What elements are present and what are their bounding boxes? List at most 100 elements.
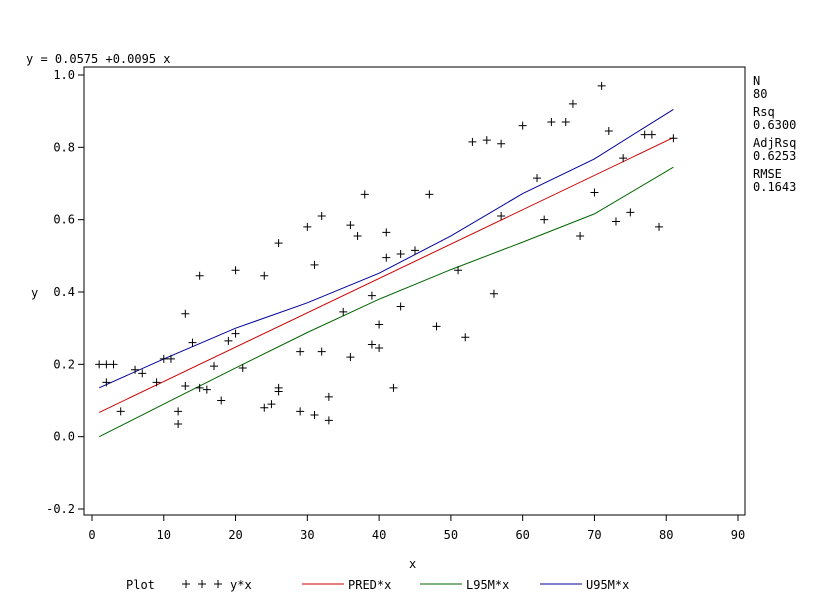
data-point <box>346 221 355 230</box>
chart-title: y = 0.0575 +0.0095 x <box>26 52 171 66</box>
data-point <box>324 416 333 425</box>
data-point <box>102 378 111 387</box>
x-tick-label: 60 <box>515 528 529 542</box>
data-point <box>274 383 283 392</box>
stat-label: AdjRsq <box>753 136 796 150</box>
y-tick-label: -0.2 <box>46 502 75 516</box>
data-point <box>367 291 376 300</box>
data-point <box>604 127 613 136</box>
data-point <box>489 289 498 298</box>
data-point <box>540 215 549 224</box>
data-point <box>310 260 319 269</box>
data-point <box>425 190 434 199</box>
data-point <box>396 250 405 259</box>
y-tick-label: 1.0 <box>53 68 75 82</box>
data-point <box>389 383 398 392</box>
x-tick-label: 80 <box>659 528 673 542</box>
data-point <box>324 392 333 401</box>
x-tick-label: 90 <box>731 528 745 542</box>
y-tick-label: 0.4 <box>53 285 75 299</box>
data-point <box>317 212 326 221</box>
legend: Plot y*x PRED*x L95M*x U95M*x <box>126 578 629 592</box>
data-point <box>224 336 233 345</box>
data-point <box>260 271 269 280</box>
data-point <box>533 174 542 183</box>
data-point <box>238 363 247 372</box>
data-point <box>102 360 111 369</box>
data-point <box>195 383 204 392</box>
data-point <box>626 208 635 217</box>
scatter-points <box>95 81 678 429</box>
data-point <box>116 407 125 416</box>
data-point <box>375 320 384 329</box>
data-point <box>231 329 240 338</box>
y-tick-label: 0.8 <box>53 140 75 154</box>
data-point <box>411 246 419 255</box>
series-line-u95m-x <box>98 108 674 389</box>
data-point <box>296 407 305 416</box>
legend-marker-scatter <box>198 580 206 588</box>
stat-value: 80 <box>753 87 767 101</box>
plot-frame <box>83 66 746 516</box>
legend-label-u95m-x: U95M*x <box>586 578 629 592</box>
data-point <box>468 137 477 146</box>
y-tick-label: 0.2 <box>53 357 75 371</box>
data-point <box>202 385 211 394</box>
data-point <box>210 362 219 371</box>
data-point <box>152 378 161 387</box>
data-point <box>375 344 384 353</box>
data-point <box>296 347 305 356</box>
data-point <box>590 188 599 197</box>
x-tick-label: 70 <box>587 528 601 542</box>
data-point <box>95 360 104 369</box>
data-point <box>195 271 204 280</box>
data-point <box>640 130 649 139</box>
legend-label-l95m-x: L95M*x <box>466 578 509 592</box>
legend-marker-scatter <box>182 580 190 588</box>
stat-value: 0.1643 <box>753 180 796 194</box>
x-tick-label: 10 <box>157 528 171 542</box>
data-point <box>454 266 463 275</box>
data-point <box>188 338 197 347</box>
data-point <box>346 353 355 362</box>
data-point <box>497 212 506 221</box>
data-point <box>109 360 118 369</box>
data-point <box>353 231 362 240</box>
data-point <box>317 347 326 356</box>
data-point <box>482 136 491 145</box>
data-point <box>267 400 276 409</box>
y-tick-label: 0.6 <box>53 213 75 227</box>
data-point <box>669 134 678 143</box>
stat-label: RMSE <box>753 167 782 181</box>
data-point <box>360 190 369 199</box>
stat-label: N <box>753 74 760 88</box>
x-axis-label: x <box>409 557 416 571</box>
stat-label: Rsq <box>753 105 775 119</box>
series-line-l95m-x <box>98 166 674 438</box>
x-tick-label: 20 <box>228 528 242 542</box>
data-point <box>181 382 190 391</box>
data-point <box>159 354 168 363</box>
data-point <box>461 333 470 342</box>
data-point <box>619 154 628 163</box>
legend-label-pred-x: PRED*x <box>348 578 391 592</box>
series-lines <box>98 108 674 438</box>
data-point <box>518 121 527 130</box>
data-point <box>174 420 183 429</box>
data-point <box>655 222 664 231</box>
data-point <box>166 354 175 363</box>
data-point <box>382 228 391 237</box>
data-point <box>396 302 405 311</box>
x-tick-label: 30 <box>300 528 314 542</box>
stat-value: 0.6253 <box>753 149 796 163</box>
data-point <box>181 309 190 318</box>
data-point <box>561 118 570 127</box>
data-point <box>339 307 348 316</box>
y-axis: -0.2 0.0 0.2 0.4 0.6 0.8 1.0 <box>46 68 84 516</box>
x-tick-label: 50 <box>444 528 458 542</box>
data-point <box>647 130 656 139</box>
legend-label-scatter: y*x <box>230 578 252 592</box>
stat-value: 0.6300 <box>753 118 796 132</box>
legend-title: Plot <box>126 578 155 592</box>
